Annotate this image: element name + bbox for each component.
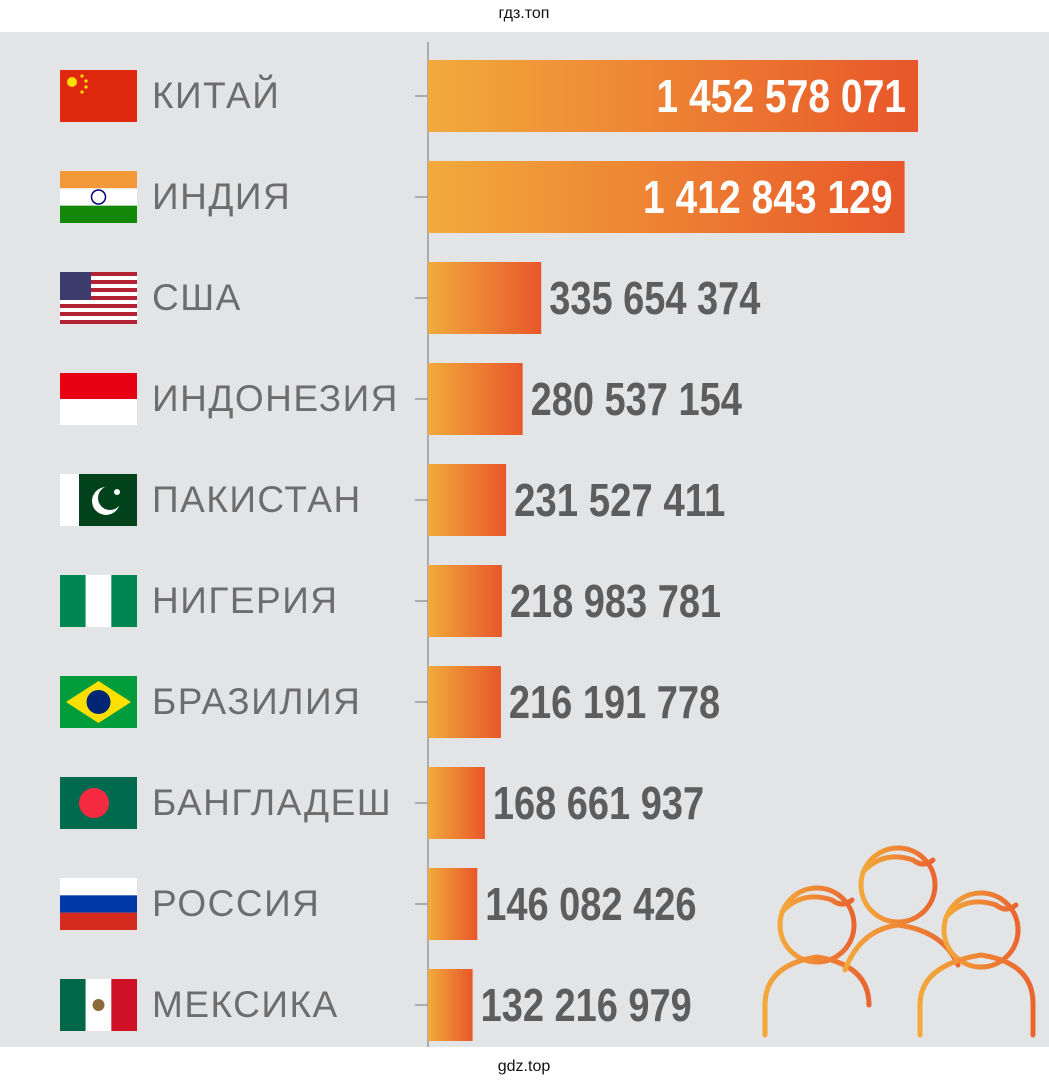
flag xyxy=(60,304,137,308)
country-label: ИНДИЯ xyxy=(152,176,291,217)
flag xyxy=(60,979,86,1031)
flag xyxy=(84,85,88,89)
value-label: 168 661 937 xyxy=(493,777,704,829)
flag xyxy=(60,912,137,930)
flag xyxy=(60,399,137,425)
country-label: КИТАЙ xyxy=(152,74,280,116)
flag-icon xyxy=(60,474,137,526)
flag-icon xyxy=(60,272,137,324)
flag xyxy=(79,788,109,818)
flag xyxy=(67,77,77,87)
flag xyxy=(111,575,137,627)
country-label: ПАКИСТАН xyxy=(152,479,362,520)
bar xyxy=(428,767,485,839)
value-label: 335 654 374 xyxy=(549,272,761,324)
flag xyxy=(85,575,112,627)
flag-icon xyxy=(60,575,137,627)
country-label: БРАЗИЛИЯ xyxy=(152,681,361,722)
flag xyxy=(84,79,88,83)
bar xyxy=(428,464,507,536)
flag xyxy=(60,320,137,324)
bar xyxy=(428,363,523,435)
flag xyxy=(80,74,84,78)
country-label: МЕКСИКА xyxy=(152,984,339,1025)
flag xyxy=(60,288,137,292)
people-icon xyxy=(762,845,1036,1038)
flag xyxy=(114,489,120,495)
flag xyxy=(60,284,137,288)
flag xyxy=(90,189,107,205)
bar xyxy=(428,868,478,940)
country-label: США xyxy=(152,277,242,318)
bar xyxy=(428,565,502,637)
flag xyxy=(60,373,137,399)
flag xyxy=(60,272,91,300)
flag xyxy=(60,205,137,223)
flag xyxy=(92,999,105,1011)
header: гдз.топ xyxy=(499,5,550,22)
bar xyxy=(428,262,542,334)
flag xyxy=(60,171,137,189)
bar xyxy=(428,969,473,1041)
value-label: 216 191 778 xyxy=(509,676,720,728)
value-label: 1 452 578 071 xyxy=(656,70,906,122)
country-label: ИНДОНЕЗИЯ xyxy=(152,378,399,419)
country-label: БАНГЛАДЕШ xyxy=(152,782,392,823)
value-label: 218 983 781 xyxy=(510,575,721,627)
flag xyxy=(60,296,137,300)
country-label: НИГЕРИЯ xyxy=(152,580,339,621)
footer: gdz.top xyxy=(498,1058,551,1075)
flag xyxy=(80,90,84,94)
flag xyxy=(60,316,137,320)
value-label: 231 527 411 xyxy=(514,474,725,526)
value-label: 132 216 979 xyxy=(481,979,692,1031)
flag-icon xyxy=(60,979,137,1031)
country-label: РОССИЯ xyxy=(152,883,320,924)
value-label: 1 412 843 129 xyxy=(643,171,893,223)
flag xyxy=(60,280,137,284)
flag-icon xyxy=(60,676,137,728)
flag xyxy=(111,979,137,1031)
flag xyxy=(60,272,137,276)
flag-icon xyxy=(60,777,137,829)
flag xyxy=(60,308,137,312)
flag xyxy=(60,292,137,296)
bar xyxy=(428,666,501,738)
flag-icon xyxy=(60,70,137,122)
flag-icon xyxy=(60,171,137,223)
value-label: 280 537 154 xyxy=(531,373,743,425)
flag xyxy=(60,300,137,304)
bar xyxy=(428,60,918,132)
flag xyxy=(60,312,137,316)
flag xyxy=(86,690,111,714)
flag xyxy=(60,276,137,280)
flag-icon xyxy=(60,373,137,425)
flag-icon xyxy=(60,878,137,930)
bar xyxy=(428,161,905,233)
value-label: 146 082 426 xyxy=(485,878,696,930)
flag xyxy=(60,188,137,206)
flag xyxy=(60,878,137,896)
flag xyxy=(60,895,137,913)
flag xyxy=(60,575,86,627)
